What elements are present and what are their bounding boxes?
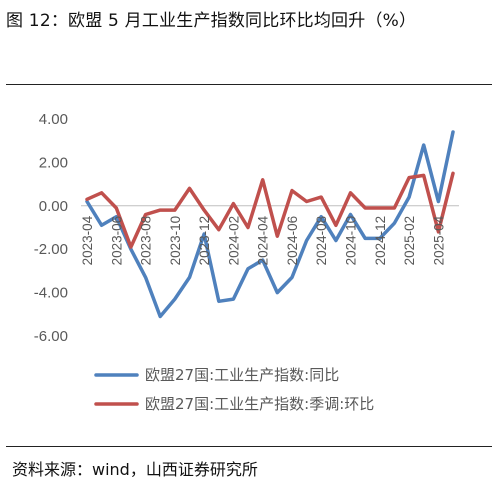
y-tick-label: 4.00	[39, 111, 68, 128]
series-layer	[85, 130, 455, 319]
y-tick-label: 0.00	[39, 198, 68, 215]
x-tick-label: 2024-04	[256, 215, 271, 265]
x-tick-label: 2025-04	[431, 215, 446, 265]
y-tick-label: -2.00	[34, 241, 68, 258]
line-chart: 4.002.000.00-2.00-4.00-6.00 2023-04 2023-…	[34, 111, 459, 413]
y-tick-label: -4.00	[34, 285, 68, 302]
x-tick-label: 2023-08	[139, 216, 154, 266]
top-rule	[6, 84, 492, 85]
x-tick-label: 2025-02	[402, 216, 417, 266]
x-tick-label: 2024-02	[226, 216, 241, 266]
legend-label: 欧盟27国:工业生产指数:季调:环比	[145, 395, 374, 413]
legend-label: 欧盟27国:工业生产指数:同比	[145, 366, 339, 384]
x-tick-label: 2023-06	[109, 216, 124, 266]
x-tick-label: 2023-12	[197, 216, 212, 266]
y-tick-label: -6.00	[34, 328, 68, 345]
x-tick-label: 2024-08	[314, 216, 329, 266]
series-line-mom	[85, 171, 455, 249]
y-axis-ticks: 4.00 2.00 0.00 -2.00 -4.00 -6.00	[34, 111, 68, 345]
x-tick-label: 2023-10	[168, 216, 183, 266]
source-note: 资料来源：wind，山西证券研究所	[12, 460, 258, 479]
x-tick-label: 2024-06	[285, 216, 300, 266]
x-tick-label: 2024-10	[344, 216, 359, 266]
y-tick-label: 2.00	[39, 154, 68, 171]
x-tick-label: 2023-04	[80, 215, 95, 265]
x-tick-label: 2024-12	[373, 216, 388, 266]
x-axis-ticks: 2023-04 2023-06 2023-08 2023-10 2023-12 2024-…	[80, 215, 446, 265]
series-line-yoy	[85, 130, 455, 319]
bottom-rule	[6, 446, 492, 447]
figure-title: 图 12：欧盟 5 月工业生产指数同比环比均回升（%）	[6, 11, 417, 31]
